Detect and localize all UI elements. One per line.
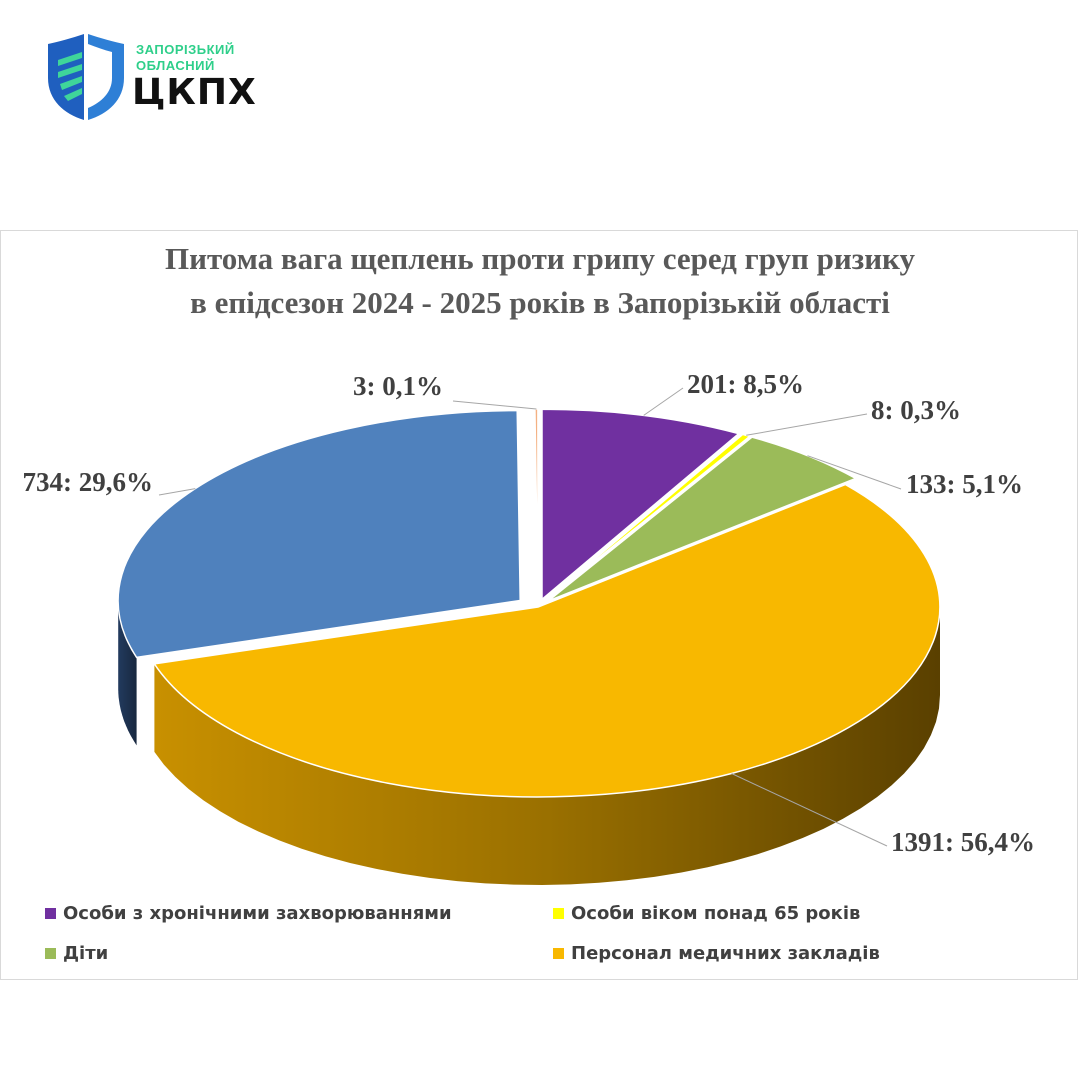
chart-title-line2: в епідсезон 2024 - 2025 років в Запорізь… [190,285,890,320]
legend-swatch [45,908,56,919]
chart-title-line1: Питома вага щеплень проти грипу серед гр… [165,241,915,276]
legend-item-elderly: Особи віком понад 65 років [553,903,860,924]
legend-swatch [553,908,564,919]
legend-item-medical-staff: Персонал медичних закладів [553,943,880,964]
pie-slice [541,408,741,601]
leader-line [746,413,868,436]
logo-title: ЦКПХ [132,72,257,113]
legend-label: Особи віком понад 65 років [571,903,861,924]
logo-line2: ОБЛАСНИЙ [136,58,215,73]
data-label: 3: 0,1% [353,371,443,401]
legend-label: Діти [63,943,109,964]
leader-line [158,488,196,496]
leader-line [643,387,684,416]
chart-area: Питома вага щеплень проти грипу серед гр… [0,230,1078,980]
legend-swatch [45,948,56,959]
legend-item-chronic: Особи з хронічними захворюваннями [45,903,452,924]
leader-line [731,773,888,847]
pie-slice [534,408,539,600]
data-label: 8: 0,3% [871,395,961,425]
chart-title: Питома вага щеплень проти грипу серед гр… [1,231,1079,325]
data-label: 734: 29,6% [23,467,154,497]
data-label: 1391: 56,4% [891,827,1035,857]
legend-item-children: Діти [45,943,108,964]
pie-slice [117,409,521,659]
legend-swatch [553,948,564,959]
leader-line [807,455,902,490]
pie-slice [153,483,941,798]
data-label: 201: 8,5% [687,369,804,399]
data-label: 133: 5,1% [906,469,1023,499]
leader-line [452,400,537,410]
legend-label: Персонал медичних закладів [571,943,880,964]
pie-chart: 201: 8,5% 8: 0,3% 133: 5,1% 1391: 56,4% 734:… [23,369,1035,885]
legend-label: Особи з хронічними захворюваннями [63,903,452,924]
logo: ЗАПОРІЗЬКИЙ ОБЛАСНИЙ ЦКПХ [44,30,274,125]
logo-line1: ЗАПОРІЗЬКИЙ [136,42,235,57]
pie-slice-side [154,607,940,885]
pie-slice-side [118,600,137,746]
shield-logo-icon [48,34,124,120]
